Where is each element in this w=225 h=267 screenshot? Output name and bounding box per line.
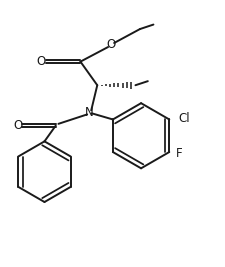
- Text: O: O: [106, 38, 115, 51]
- Text: O: O: [13, 119, 22, 132]
- Text: N: N: [85, 106, 93, 119]
- Text: Cl: Cl: [178, 112, 189, 125]
- Text: O: O: [36, 55, 45, 68]
- Text: F: F: [175, 147, 182, 160]
